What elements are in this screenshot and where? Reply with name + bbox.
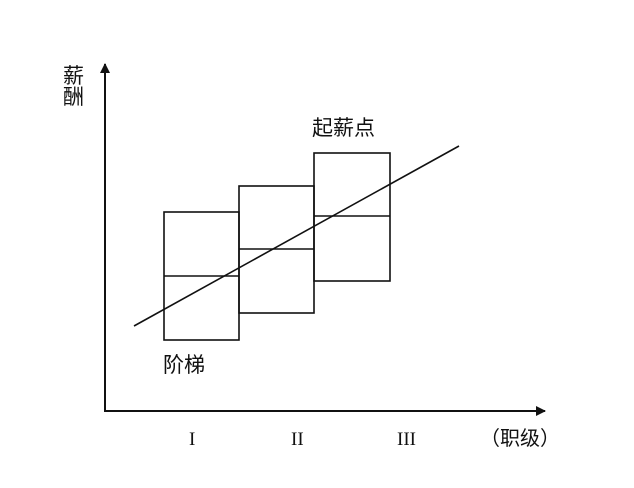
grade-box-3 [313,152,391,282]
starting-salary-line [133,145,460,327]
x-tick-2: II [291,429,304,450]
y-axis-label: 薪酬 [63,64,84,109]
boxes-label: 阶梯 [163,353,205,377]
x-axis-label: （职级） [480,426,560,450]
x-tick-1: I [189,429,196,450]
line-label: 起薪点 [312,116,375,140]
x-tick-3: III [397,429,416,450]
